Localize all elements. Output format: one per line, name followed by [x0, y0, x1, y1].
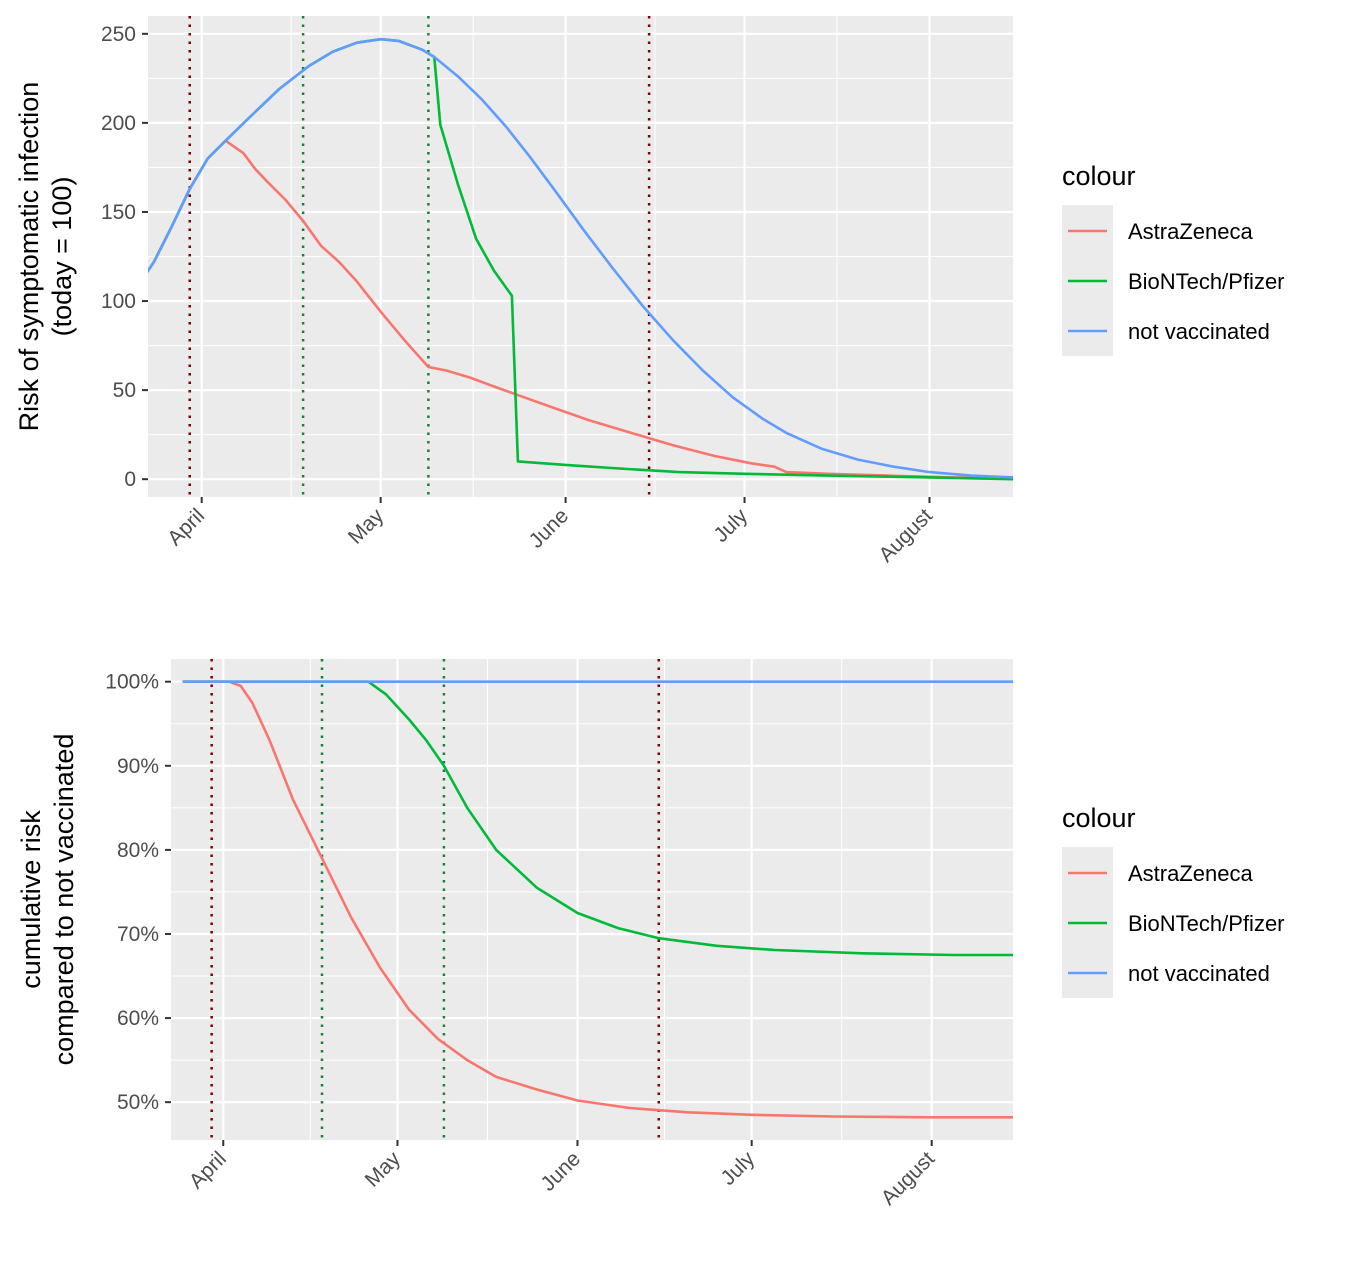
legend: colour AstraZeneca BioNTech/Pfizer not vacc… — [1062, 161, 1285, 356]
x-tick-label: August — [877, 1147, 940, 1210]
y-axis-title-line: (today = 100) — [47, 177, 77, 337]
x-tick-label: April — [185, 1147, 231, 1193]
legend-title: colour — [1062, 161, 1136, 191]
y-tick-label: 50 — [113, 379, 136, 402]
x-tick-label: July — [709, 504, 752, 547]
y-axis-title-line: compared to not vaccinated — [49, 734, 79, 1066]
legend-label: AstraZeneca — [1128, 861, 1253, 886]
y-tick-label: 50% — [117, 1091, 159, 1114]
series-line-biontech-pfizer — [182, 680, 1013, 957]
legend-title: colour — [1062, 803, 1136, 833]
data-layer — [182, 659, 1013, 1140]
panel-2: 50% 60% 70% 80% 90% 100% April May June July Augus… — [16, 659, 1285, 1210]
series-line-astrazeneca — [182, 680, 1013, 1119]
series-line-not-vaccinated — [148, 37, 1013, 479]
y-axis-title-line: Risk of symptomatic infection — [14, 82, 44, 432]
legend-label: BioNTech/Pfizer — [1128, 911, 1285, 936]
x-tick-label: July — [717, 1147, 760, 1190]
y-tick-label: 90% — [117, 755, 159, 778]
x-tick-label: April — [163, 504, 209, 550]
panel-1: 0 50 100 150 200 250 April May June July August Ris… — [14, 16, 1285, 567]
legend: colour AstraZeneca BioNTech/Pfizer not vacc… — [1062, 803, 1285, 998]
y-tick-label: 0 — [124, 468, 136, 491]
x-tick-label: June — [537, 1147, 585, 1195]
legend-label: not vaccinated — [1128, 961, 1270, 986]
x-tick-label: June — [525, 504, 573, 552]
y-tick-label: 200 — [101, 112, 136, 135]
y-tick-label: 60% — [117, 1007, 159, 1030]
panel-background — [171, 659, 1013, 1140]
y-tick-label: 100 — [101, 290, 136, 313]
data-layer — [148, 16, 1013, 497]
y-tick-label: 250 — [101, 23, 136, 46]
x-tick-label: May — [361, 1147, 406, 1192]
y-tick-label: 70% — [117, 923, 159, 946]
y-tick-label: 150 — [101, 201, 136, 224]
x-tick-label: August — [875, 504, 938, 567]
legend-label: AstraZeneca — [1128, 219, 1253, 244]
legend-label: BioNTech/Pfizer — [1128, 269, 1285, 294]
y-tick-label: 100% — [105, 671, 159, 694]
x-tick-label: May — [344, 504, 389, 549]
series-line-astrazeneca — [148, 139, 1013, 479]
y-axis-title-line: cumulative risk — [16, 810, 46, 989]
legend-label: not vaccinated — [1128, 319, 1270, 344]
y-tick-label: 80% — [117, 839, 159, 862]
